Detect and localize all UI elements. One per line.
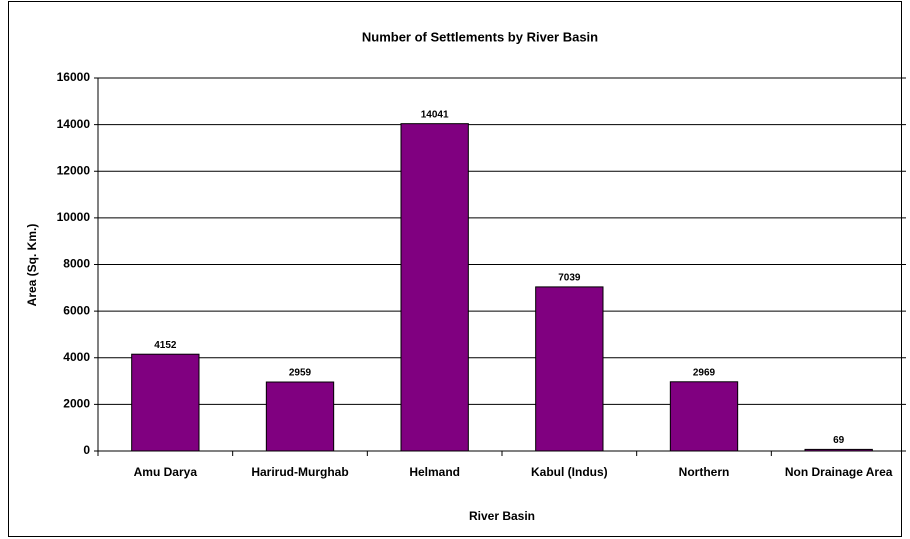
data-label: 2959	[289, 368, 312, 379]
y-tick-label: 4000	[63, 350, 90, 364]
data-label: 2969	[693, 367, 716, 378]
data-label: 7039	[558, 273, 581, 284]
x-tick-label: Amu Darya	[134, 465, 198, 479]
bar	[669, 381, 739, 452]
y-tick-label: 14000	[57, 117, 91, 131]
bar	[400, 123, 469, 452]
y-tick-label: 0	[83, 443, 90, 457]
y-axis-label: Area (Sq. Km.)	[25, 224, 39, 307]
data-label: 14041	[421, 109, 449, 120]
y-tick-label: 2000	[63, 397, 90, 411]
x-tick-label: Northern	[679, 465, 730, 479]
bar	[131, 353, 200, 452]
x-tick-label: Non Drainage Area	[785, 465, 893, 479]
y-tick-label: 6000	[63, 303, 90, 317]
data-label: 69	[833, 435, 845, 446]
chart-title: Number of Settlements by River Basin	[362, 29, 598, 44]
y-tick-label: 12000	[57, 163, 91, 177]
x-tick-label: Harirud-Murghab	[251, 465, 348, 479]
y-tick-label: 16000	[57, 70, 91, 84]
y-tick-label: 10000	[57, 210, 91, 224]
x-axis-label: River Basin	[469, 509, 535, 523]
data-label: 4152	[154, 340, 177, 351]
bar	[535, 286, 604, 452]
x-tick-label: Helmand	[409, 465, 460, 479]
bar	[804, 448, 873, 452]
bar	[265, 381, 335, 452]
y-tick-label: 8000	[63, 257, 90, 271]
x-tick-label: Kabul (Indus)	[531, 465, 608, 479]
